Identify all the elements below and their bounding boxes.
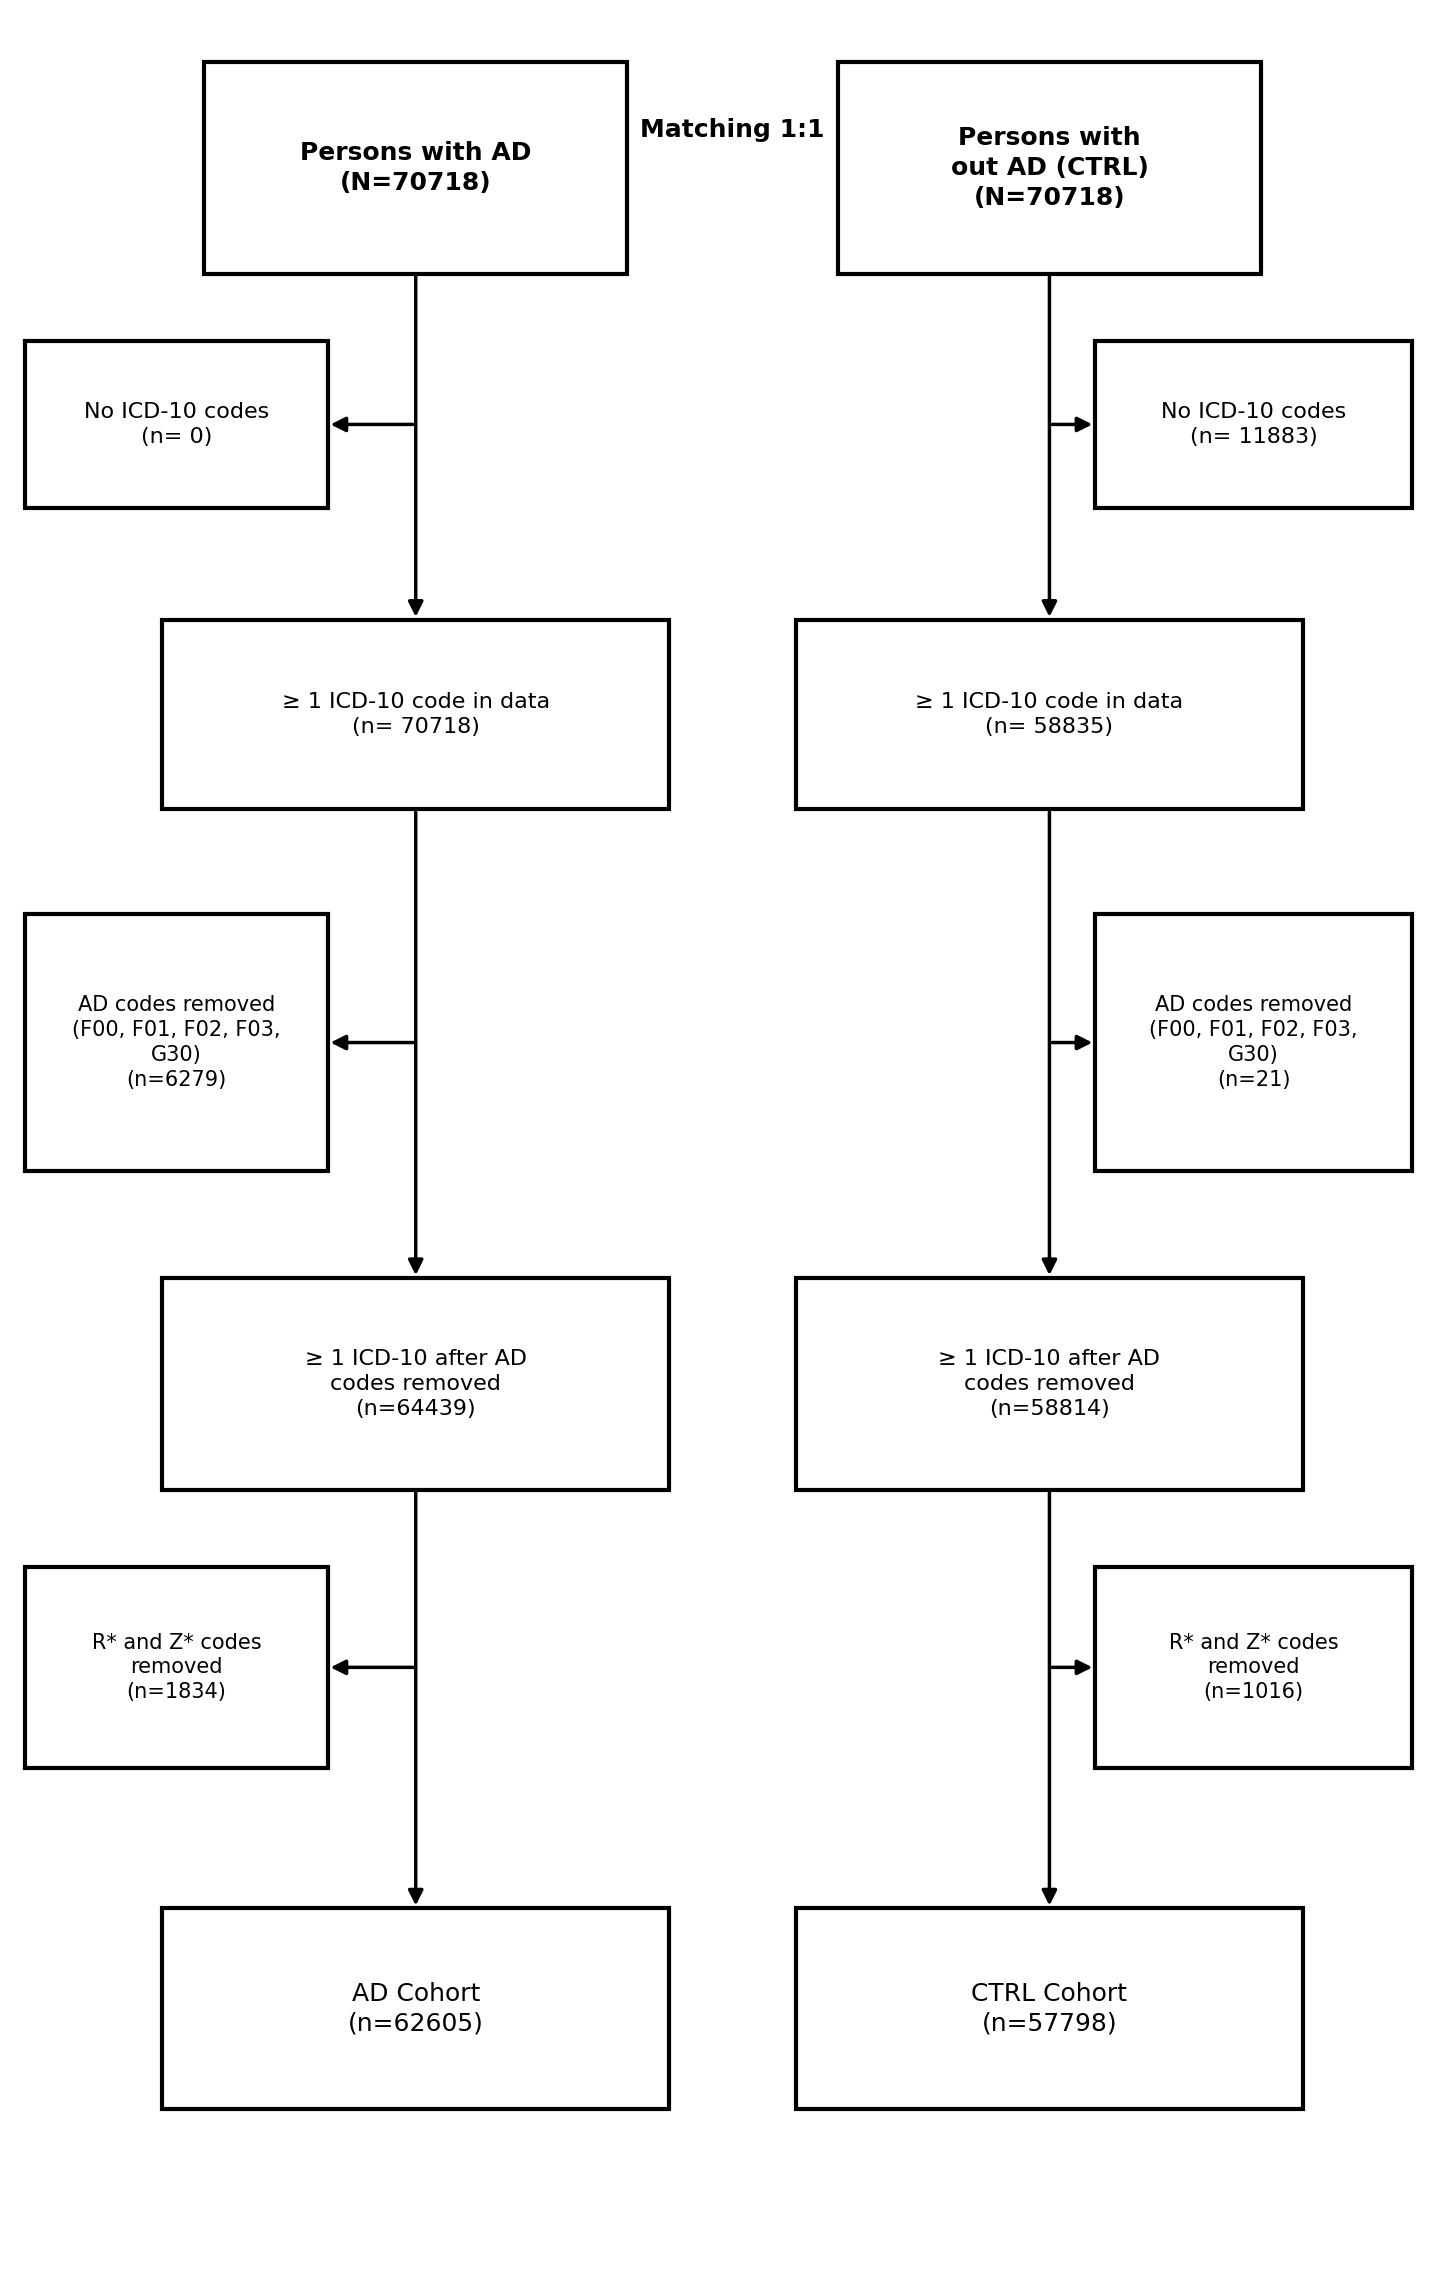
Text: Persons with AD
(N=70718): Persons with AD (N=70718) xyxy=(300,141,532,194)
Bar xyxy=(24,342,328,508)
Bar xyxy=(162,1277,670,1489)
Bar xyxy=(162,619,670,808)
Bar xyxy=(162,1908,670,2109)
Text: AD Cohort
(n=62605): AD Cohort (n=62605) xyxy=(348,1981,484,2036)
Text: ≥ 1 ICD-10 after AD
codes removed
(n=58814): ≥ 1 ICD-10 after AD codes removed (n=588… xyxy=(938,1350,1161,1419)
Bar xyxy=(796,1277,1303,1489)
Text: AD codes removed
(F00, F01, F02, F03,
G30)
(n=21): AD codes removed (F00, F01, F02, F03, G3… xyxy=(1150,995,1358,1091)
Text: ≥ 1 ICD-10 code in data
(n= 58835): ≥ 1 ICD-10 code in data (n= 58835) xyxy=(915,692,1184,738)
Text: R* and Z* codes
removed
(n=1016): R* and Z* codes removed (n=1016) xyxy=(1168,1633,1338,1703)
Text: R* and Z* codes
removed
(n=1834): R* and Z* codes removed (n=1834) xyxy=(92,1633,262,1703)
Bar xyxy=(204,61,627,273)
Text: CTRL Cohort
(n=57798): CTRL Cohort (n=57798) xyxy=(971,1981,1128,2036)
Text: Matching 1:1: Matching 1:1 xyxy=(641,118,825,141)
Bar xyxy=(838,61,1260,273)
Text: No ICD-10 codes
(n= 11883): No ICD-10 codes (n= 11883) xyxy=(1161,403,1346,446)
Text: AD codes removed
(F00, F01, F02, F03,
G30)
(n=6279): AD codes removed (F00, F01, F02, F03, G3… xyxy=(72,995,280,1091)
Bar xyxy=(796,619,1303,808)
Bar xyxy=(1095,1567,1413,1767)
Text: ≥ 1 ICD-10 code in data
(n= 70718): ≥ 1 ICD-10 code in data (n= 70718) xyxy=(282,692,550,738)
Bar xyxy=(1095,342,1413,508)
Bar xyxy=(24,1567,328,1767)
Text: Persons with
out AD (CTRL)
(N=70718): Persons with out AD (CTRL) (N=70718) xyxy=(950,125,1148,209)
Text: No ICD-10 codes
(n= 0): No ICD-10 codes (n= 0) xyxy=(83,403,269,446)
Bar xyxy=(24,915,328,1170)
Text: ≥ 1 ICD-10 after AD
codes removed
(n=64439): ≥ 1 ICD-10 after AD codes removed (n=644… xyxy=(305,1350,527,1419)
Bar xyxy=(1095,915,1413,1170)
Bar xyxy=(796,1908,1303,2109)
